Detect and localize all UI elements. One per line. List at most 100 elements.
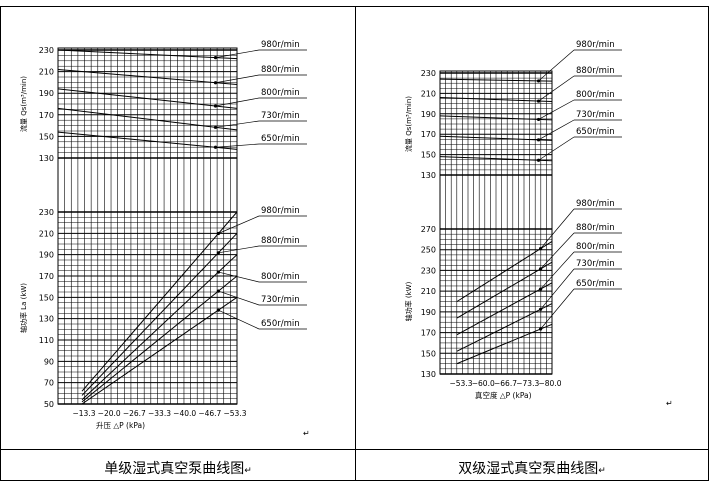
y-tick-label: 250 xyxy=(421,246,436,255)
series-label: 650r/min xyxy=(576,127,615,137)
y-tick-label: 130 xyxy=(421,370,436,379)
x-tick-label: −20.0 xyxy=(98,409,121,418)
x-axis-label: 升压 △P (kPa) xyxy=(96,421,145,430)
leader-line xyxy=(218,309,260,330)
leader-line xyxy=(215,49,260,58)
series-line xyxy=(439,156,553,162)
series-label: 730r/min xyxy=(576,110,615,120)
y-tick-label: 90 xyxy=(44,357,54,366)
leader-line xyxy=(538,136,575,161)
x-tick-label: −13.3 xyxy=(73,409,96,418)
series-label: 880r/min xyxy=(261,65,300,75)
series-marker xyxy=(213,125,218,129)
series-line xyxy=(81,254,238,401)
y-axis-label: 轴功率 (kW) xyxy=(404,281,413,321)
leader-line xyxy=(538,75,575,102)
series-label: 880r/min xyxy=(261,236,300,246)
y-tick-label: 50 xyxy=(44,400,54,409)
series-line xyxy=(439,135,553,141)
leader-line xyxy=(538,99,575,120)
x-tick-label: −46.7 xyxy=(198,409,221,418)
y-tick-label: 210 xyxy=(421,287,436,296)
leader-line xyxy=(218,271,260,283)
series-label: 650r/min xyxy=(261,134,300,144)
series-line xyxy=(57,68,238,86)
series-marker xyxy=(536,117,541,122)
y-tick-label: 230 xyxy=(421,266,436,275)
series-label: 730r/min xyxy=(261,111,300,121)
series-line xyxy=(456,323,553,365)
leader-line xyxy=(538,49,575,82)
series-line xyxy=(456,241,553,302)
series-line xyxy=(57,131,238,150)
y-tick-label: 170 xyxy=(421,329,436,338)
series-label: 980r/min xyxy=(261,206,300,216)
series-line xyxy=(456,282,553,336)
y-axis-label: 流量 Qs(m³/min) xyxy=(404,96,413,152)
series-label: 800r/min xyxy=(261,88,300,98)
y-tick-label: 190 xyxy=(421,308,436,317)
leader-line xyxy=(538,119,575,141)
return-mark: ↵ xyxy=(303,429,310,438)
return-mark: ↵ xyxy=(244,466,252,476)
series-label: 650r/min xyxy=(261,319,300,329)
y-tick-label: 110 xyxy=(39,336,54,345)
y-tick-label: 210 xyxy=(39,68,54,77)
y-axis-label: 流量 Qs(m³/min) xyxy=(19,76,28,132)
y-tick-label: 190 xyxy=(39,89,54,98)
leader-line xyxy=(218,245,260,254)
leader-line xyxy=(215,120,260,128)
leader-line xyxy=(215,74,260,84)
y-tick-label: 230 xyxy=(39,208,54,217)
series-marker xyxy=(213,81,218,85)
leader-line xyxy=(218,215,260,234)
y-tick-label: 130 xyxy=(421,171,436,180)
y-tick-label: 70 xyxy=(44,379,54,388)
series-label: 980r/min xyxy=(576,40,615,50)
leader-line xyxy=(215,97,260,107)
y-tick-label: 170 xyxy=(39,272,54,281)
y-tick-label: 230 xyxy=(39,46,54,55)
leader-line xyxy=(540,232,575,270)
series-label: 730r/min xyxy=(576,259,615,269)
x-tick-label: −33.3 xyxy=(148,409,171,418)
series-marker xyxy=(213,56,218,60)
y-tick-label: 150 xyxy=(39,132,54,141)
series-marker xyxy=(536,138,541,142)
series-line xyxy=(57,49,238,60)
series-line xyxy=(81,296,238,405)
x-tick-label: −80.0 xyxy=(539,379,562,388)
single-stage-chart: 230 210 190 170 150 130 流量 Qs(m³/min) 980r/min 8… xyxy=(19,40,310,438)
series-label: 880r/min xyxy=(576,223,615,233)
y-tick-label: 210 xyxy=(421,89,436,98)
series-line xyxy=(439,78,553,82)
y-tick-label: 270 xyxy=(421,225,436,234)
x-tick-label: −53.3 xyxy=(450,379,473,388)
series-line xyxy=(456,303,553,352)
series-line xyxy=(57,88,238,109)
series-line xyxy=(439,96,553,103)
series-label: 980r/min xyxy=(576,199,615,209)
x-tick-label: −73.3 xyxy=(516,379,539,388)
x-tick-label: −26.7 xyxy=(123,409,146,418)
series-line xyxy=(456,261,553,319)
x-tick-label: −60.0 xyxy=(472,379,495,388)
x-tick-label: −40.0 xyxy=(173,409,196,418)
series-line xyxy=(81,275,238,403)
y-tick-label: 170 xyxy=(39,111,54,120)
series-line xyxy=(81,211,238,392)
y-tick-label: 230 xyxy=(421,69,436,78)
series-label: 800r/min xyxy=(576,90,615,100)
series-marker xyxy=(213,145,218,149)
y-tick-label: 150 xyxy=(39,293,54,302)
series-marker xyxy=(213,104,218,108)
x-tick-label: −53.3 xyxy=(224,409,247,418)
y-tick-label: 210 xyxy=(39,229,54,238)
series-line xyxy=(81,232,238,396)
leader-line xyxy=(215,143,260,148)
y-tick-label: 150 xyxy=(421,349,436,358)
y-tick-label: 190 xyxy=(421,110,436,119)
return-mark: ↵ xyxy=(666,399,673,408)
series-label: 800r/min xyxy=(576,242,615,252)
series-line xyxy=(439,115,553,121)
